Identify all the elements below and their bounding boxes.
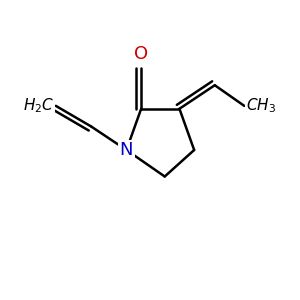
Text: O: O — [134, 45, 148, 63]
Text: $H_2C$: $H_2C$ — [23, 97, 54, 115]
Text: $CH_3$: $CH_3$ — [246, 97, 276, 115]
Text: N: N — [120, 141, 133, 159]
